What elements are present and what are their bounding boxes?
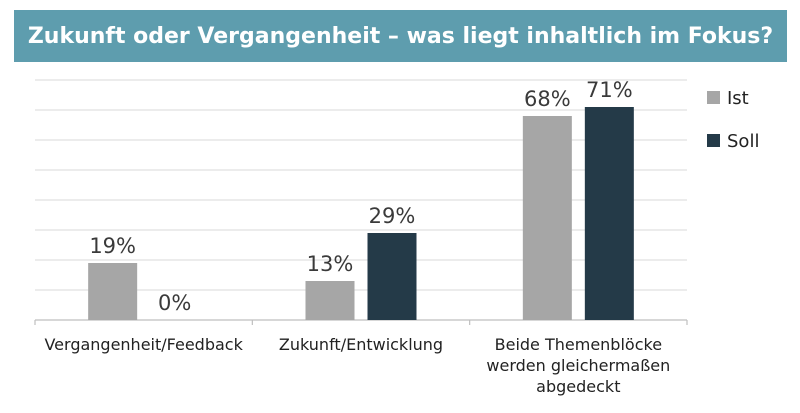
data-label-soll-0: 0% [158, 291, 191, 315]
data-label-soll-2: 71% [586, 78, 633, 102]
legend-swatch-ist [707, 91, 720, 104]
x-tick-label-1: Zukunft/Entwicklung [279, 335, 443, 354]
bar-ist-1 [305, 281, 355, 320]
legend-swatch-soll [707, 134, 720, 147]
chart-title-bar: Zukunft oder Vergangenheit – was liegt i… [14, 10, 787, 62]
data-label-ist-2: 68% [524, 87, 571, 111]
bar-soll-1 [367, 233, 417, 320]
x-tick-label-2: werden gleichermaßen [486, 356, 670, 375]
data-label-soll-1: 29% [369, 204, 416, 228]
legend-label-ist: Ist [727, 88, 749, 109]
x-tick-label-2: Beide Themenblöcke [495, 335, 662, 354]
x-tick-label-2: abgedeckt [536, 377, 620, 396]
bar-ist-0 [88, 263, 138, 320]
bar-soll-2 [584, 107, 634, 320]
bar-ist-2 [522, 116, 572, 320]
chart-title: Zukunft oder Vergangenheit – was liegt i… [27, 23, 774, 49]
x-tick-label-0: Vergangenheit/Feedback [44, 335, 243, 354]
legend-label-soll: Soll [727, 131, 759, 152]
data-label-ist-1: 13% [307, 252, 354, 276]
data-label-ist-0: 19% [89, 234, 136, 258]
